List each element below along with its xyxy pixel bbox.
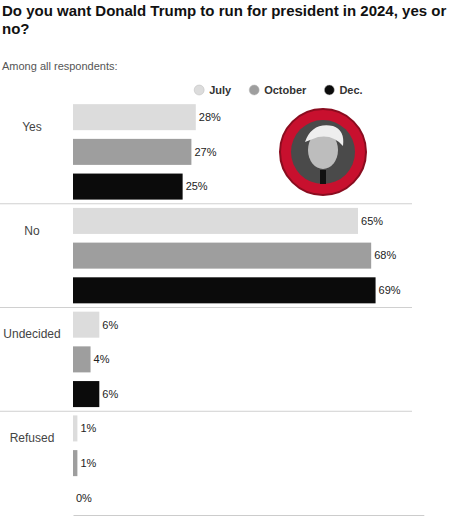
title: Do you want Donald Trump to run for pres… xyxy=(2,2,446,37)
legend: July October Dec. xyxy=(194,84,362,96)
title-line: no? xyxy=(2,20,30,37)
y-tick-label: Yes xyxy=(22,120,42,134)
bar xyxy=(73,243,371,269)
legend-swatch xyxy=(194,85,204,95)
y-axis: Yes No Undecided Refused xyxy=(3,120,60,445)
legend-item: July xyxy=(194,84,232,96)
y-tick: Undecided xyxy=(3,327,60,341)
portrait-hair xyxy=(305,125,343,146)
y-tick-label: Undecided xyxy=(3,327,60,341)
group-separator xyxy=(0,411,412,412)
x-axis xyxy=(74,515,425,516)
portrait-icon xyxy=(280,109,366,195)
portrait-ring xyxy=(280,109,366,195)
bar xyxy=(73,485,74,511)
bar xyxy=(73,277,376,303)
legend-label: Dec. xyxy=(339,84,362,96)
x-axis-line xyxy=(74,515,425,516)
data-label: 68% xyxy=(374,249,396,261)
data-label: 1% xyxy=(80,422,96,434)
bar xyxy=(73,208,358,234)
data-label: 6% xyxy=(102,319,118,331)
data-label: 65% xyxy=(361,215,383,227)
y-tick: No xyxy=(24,224,40,238)
data-label: 1% xyxy=(80,457,96,469)
legend-label: October xyxy=(264,84,307,96)
y-tick-label: No xyxy=(24,224,40,238)
data-label: 0% xyxy=(76,492,92,504)
legend-item: Dec. xyxy=(324,84,362,96)
y-tick: Refused xyxy=(10,431,55,445)
bar xyxy=(73,415,77,441)
bar xyxy=(73,312,99,338)
bars xyxy=(73,104,376,476)
chart: Do you want Donald Trump to run for pres… xyxy=(0,0,460,517)
portrait-photo xyxy=(291,120,355,184)
y-tick: Yes xyxy=(22,120,42,134)
bar xyxy=(73,346,91,372)
data-label: 27% xyxy=(194,146,216,158)
subtitle: Among all respondents: xyxy=(2,60,118,72)
title-line: Do you want Donald Trump to run for pres… xyxy=(2,2,446,19)
y-tick-label: Refused xyxy=(10,431,55,445)
group-separator xyxy=(0,203,412,204)
data-label: 4% xyxy=(94,353,110,365)
data-label: 28% xyxy=(199,111,221,123)
data-label: 6% xyxy=(102,388,118,400)
group-separator xyxy=(0,307,412,308)
data-label: 69% xyxy=(379,284,401,296)
data-labels: 28% 65% 6% 1% 27% 68% 4% 1% 25% 69% 6% 0% xyxy=(76,111,401,504)
bar xyxy=(73,450,77,476)
legend-label: July xyxy=(209,84,232,96)
bar xyxy=(73,104,196,130)
legend-item: October xyxy=(249,84,307,96)
bar xyxy=(73,174,183,200)
bar xyxy=(73,381,99,407)
legend-swatch xyxy=(324,85,334,95)
portrait-mic xyxy=(320,170,326,184)
bar xyxy=(73,139,191,165)
data-label: 25% xyxy=(186,180,208,192)
legend-swatch xyxy=(249,85,259,95)
separators xyxy=(0,204,412,412)
